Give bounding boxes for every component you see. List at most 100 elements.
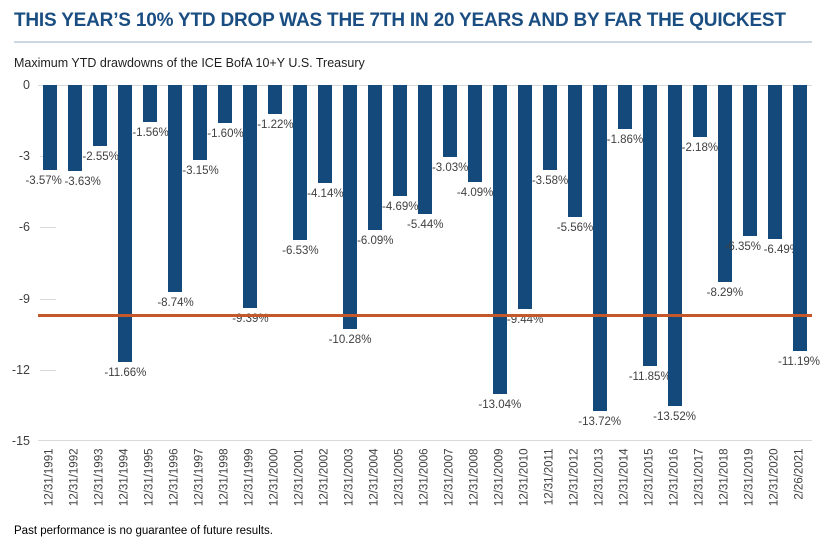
bar (168, 85, 183, 293)
bar-value-label: -3.58% (531, 174, 569, 187)
x-axis-label: 12/31/1993 (93, 448, 106, 507)
bar (492, 85, 507, 395)
x-axis-label: 12/31/2020 (768, 448, 781, 507)
y-axis-label: -6 (18, 220, 30, 235)
bar-value-label: -13.04% (478, 399, 522, 412)
bar (742, 85, 757, 236)
bar (393, 85, 408, 197)
gridline (38, 440, 812, 441)
bar-value-label: -6.49% (763, 244, 800, 257)
bar (642, 85, 657, 367)
x-axis-label: 12/31/1992 (68, 448, 81, 507)
bar (717, 85, 732, 282)
x-axis-label: 12/31/2014 (618, 448, 631, 507)
bar-value-label: -2.55% (82, 150, 119, 163)
bar-value-label: -6.09% (357, 234, 394, 247)
x-axis-label: 12/31/2019 (743, 448, 756, 507)
bar (268, 85, 283, 114)
x-axis-label: 12/31/1999 (243, 448, 256, 507)
bar (43, 85, 58, 170)
bar-value-label: -13.72% (578, 415, 622, 428)
x-axis-label: 12/31/1996 (168, 448, 181, 507)
bar-value-label: -3.03% (431, 161, 469, 174)
bar-value-label: -10.28% (328, 333, 372, 346)
x-axis-label: 12/31/1998 (218, 448, 231, 507)
bar-value-label: -5.56% (556, 221, 594, 234)
y-axis-label: -9 (18, 291, 30, 306)
bar-value-label: -1.60% (207, 127, 244, 140)
bar-value-label: -3.57% (25, 174, 62, 187)
bar-value-label: -11.85% (628, 371, 671, 384)
title-divider (14, 41, 812, 43)
x-axis-label: 12/31/2015 (643, 448, 656, 507)
x-axis-label: 12/31/2016 (668, 448, 681, 507)
bar (667, 85, 682, 406)
bar-value-label: -8.29% (706, 286, 744, 299)
bar (467, 85, 482, 183)
bar-value-label: -1.22% (257, 118, 294, 131)
bar-value-label: -11.66% (104, 366, 147, 379)
bar-chart-plot: -3.57% -3.63% -2.55% -11.66% -1.56% -8.74% -3.… (25, 85, 820, 441)
x-axis-label: 12/31/2010 (518, 448, 531, 507)
bar-value-label: -6.53% (282, 244, 319, 257)
bar (318, 85, 333, 184)
bar-value-label: -9.44% (506, 314, 544, 327)
y-axis-label: -12 (11, 362, 30, 377)
axis-tick (40, 298, 56, 300)
bar (592, 85, 607, 411)
x-axis-label: 12/31/2001 (293, 448, 306, 507)
x-axis-label: 12/31/2003 (343, 448, 356, 507)
y-axis-label: -15 (11, 434, 30, 448)
x-axis-label: 12/31/2002 (318, 448, 331, 507)
bar (293, 85, 308, 240)
axis-tick (40, 227, 56, 229)
bar (143, 85, 158, 123)
reference-line (38, 313, 812, 317)
bar (68, 85, 83, 172)
bar (93, 85, 108, 146)
bar-value-label: -1.86% (606, 134, 644, 147)
bar (617, 85, 632, 130)
x-axis-label: 12/31/2011 (543, 448, 556, 506)
x-axis-label: 12/31/2008 (468, 448, 481, 507)
bar-value-label: -4.14% (307, 188, 344, 201)
x-axis: 12/31/1991 12/31/1992 12/31/1993 12/31/1994… (38, 448, 812, 522)
bar-value-label: -1.56% (132, 127, 169, 140)
bar-value-label: -13.52% (653, 410, 697, 423)
page-title: THIS YEAR’S 10% YTD DROP WAS THE 7TH IN … (14, 10, 786, 31)
bar-value-label: -2.18% (681, 141, 719, 154)
bar-value-label: -11.19% (778, 355, 820, 368)
bar (343, 85, 358, 329)
x-axis-label: 12/31/1994 (118, 448, 131, 507)
x-axis-label: 12/31/1991 (43, 448, 56, 507)
y-axis: 0 -3 -6 -9 -12 -15 (0, 78, 30, 448)
bar (792, 85, 807, 351)
x-axis-label: 12/31/2006 (418, 448, 431, 507)
footnote-disclaimer: Past performance is no guarantee of futu… (14, 525, 273, 537)
x-axis-label: 12/31/2018 (718, 448, 731, 507)
bar-value-label: -8.74% (157, 297, 194, 310)
bar-value-label: -3.15% (182, 164, 219, 177)
bar (118, 85, 133, 362)
bar (442, 85, 457, 157)
y-axis-label: 0 (23, 78, 30, 92)
x-axis-label: 12/31/2009 (493, 448, 506, 507)
x-axis-label: 2/26/2021 (793, 448, 806, 500)
x-axis-label: 12/31/1995 (143, 448, 156, 507)
bar (218, 85, 233, 123)
x-axis-label: 12/31/2007 (443, 448, 456, 507)
chart-subtitle: Maximum YTD drawdowns of the ICE BofA 10… (14, 56, 365, 70)
bar (193, 85, 208, 160)
y-axis-label: -3 (18, 149, 30, 164)
bar (368, 85, 383, 230)
bar (517, 85, 532, 310)
x-axis-label: 12/31/2013 (593, 448, 606, 507)
bar-value-label: -3.63% (64, 176, 101, 189)
bar-value-label: -6.35% (724, 240, 761, 253)
bar-value-label: -5.44% (407, 219, 444, 232)
x-axis-label: 12/31/2004 (368, 448, 381, 507)
bar (767, 85, 782, 240)
x-axis-label: 12/31/1997 (193, 448, 206, 507)
x-axis-label: 12/31/2000 (268, 448, 281, 507)
